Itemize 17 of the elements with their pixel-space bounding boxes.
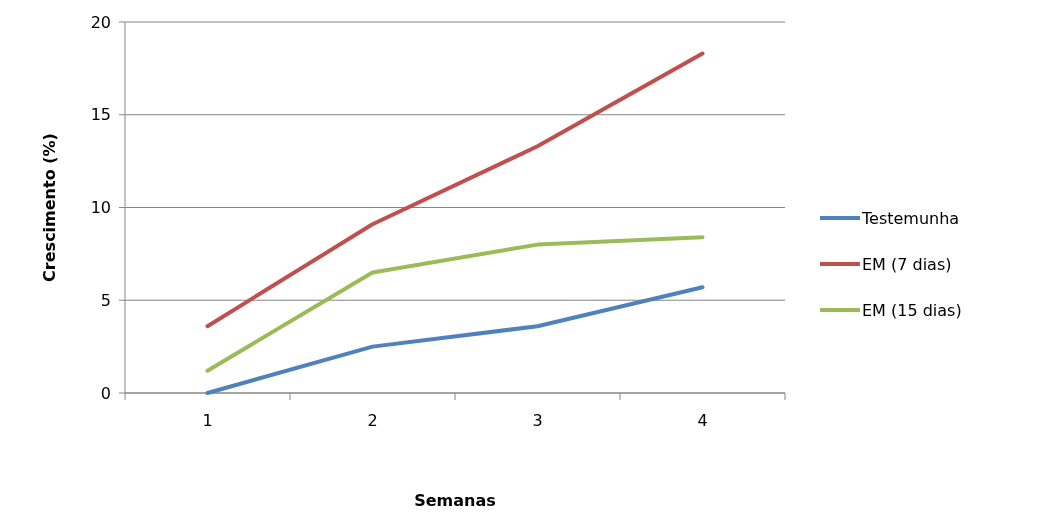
y-tick-label: 15 — [90, 105, 111, 125]
legend-label: Testemunha — [861, 208, 960, 228]
x-axis-title: Semanas — [414, 491, 496, 510]
line-series — [205, 285, 705, 395]
y-tick-label: 0 — [100, 383, 111, 403]
y-tick-label: 5 — [100, 290, 111, 310]
legend-label: EM (15 dias) — [862, 300, 962, 320]
x-tick-label: 4 — [697, 411, 708, 430]
y-tick-label: 20 — [90, 12, 111, 32]
x-tick-label: 3 — [532, 411, 543, 430]
y-axis-title: Crescimento (%) — [40, 133, 59, 282]
x-tick-label: 2 — [367, 411, 378, 430]
y-tick-label: 10 — [90, 198, 111, 218]
line-series — [205, 51, 705, 329]
line-series — [205, 235, 705, 373]
x-tick-label: 1 — [202, 411, 213, 430]
legend-label: EM (7 dias) — [862, 254, 952, 274]
